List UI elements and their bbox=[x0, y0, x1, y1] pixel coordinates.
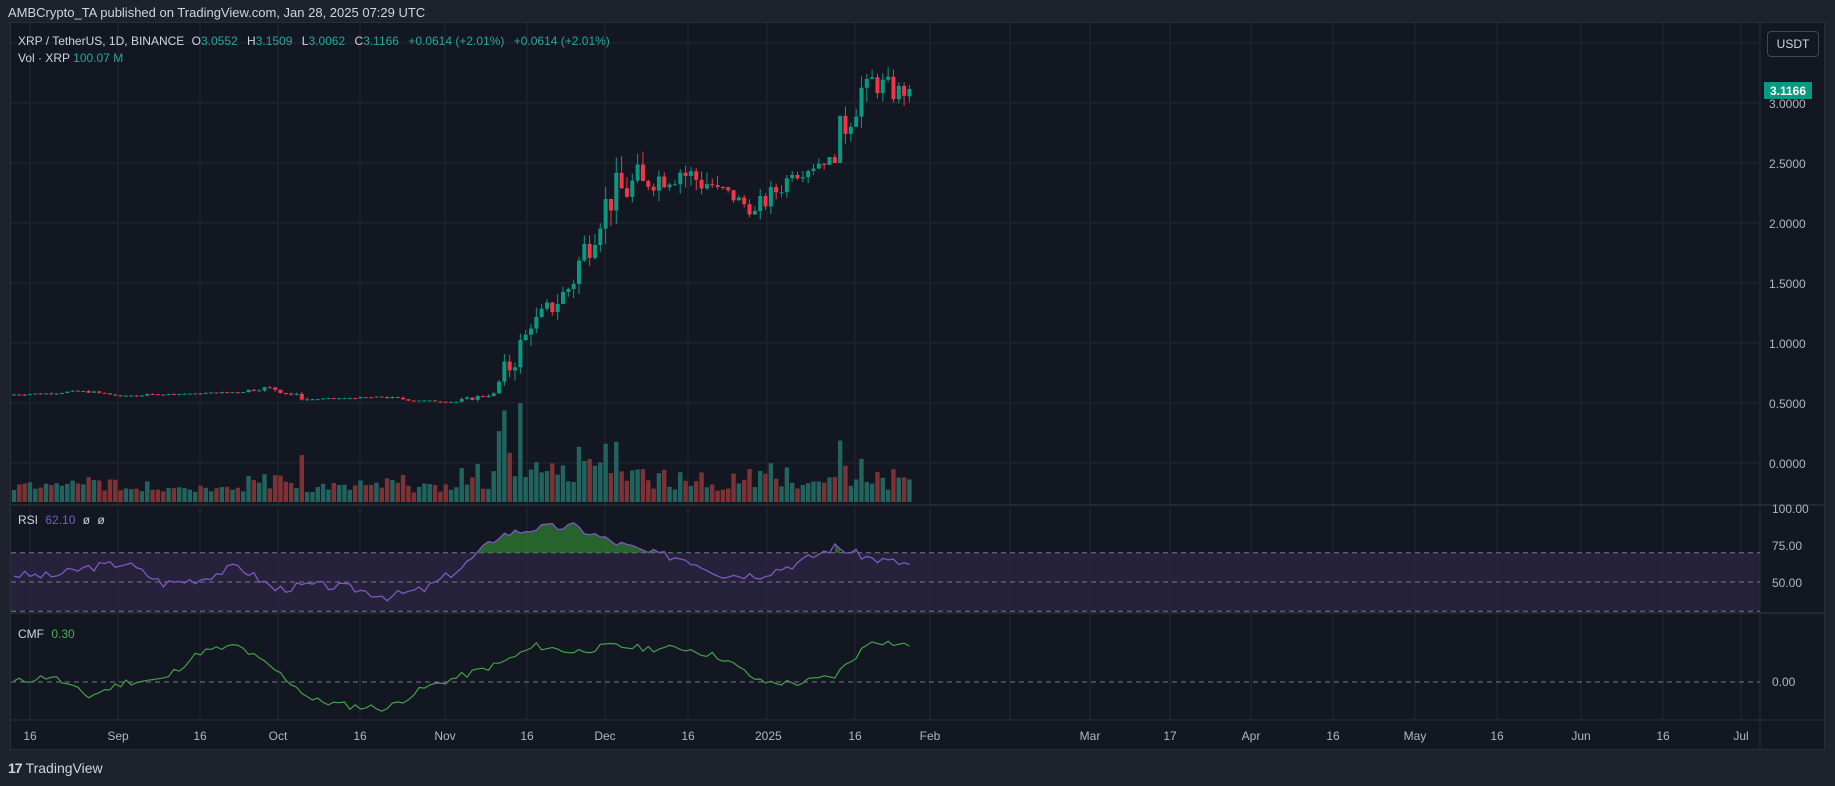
time-tick: Sep bbox=[107, 729, 129, 743]
chart-legend: XRP / TetherUS, 1D, BINANCE O3.0552 H3.1… bbox=[18, 33, 616, 67]
ohlc-row: XRP / TetherUS, 1D, BINANCE O3.0552 H3.1… bbox=[18, 33, 616, 50]
change-value-2: +0.0614 (+2.01%) bbox=[513, 34, 610, 48]
cmf-value: 0.30 bbox=[51, 627, 75, 641]
footer: 17 TradingView bbox=[8, 760, 103, 776]
time-tick: 16 bbox=[848, 729, 862, 743]
rsi-tick: 75.00 bbox=[1772, 539, 1803, 553]
time-tick: 16 bbox=[1656, 729, 1670, 743]
time-tick: 16 bbox=[681, 729, 695, 743]
cmf-legend: CMF 0.30 bbox=[18, 627, 75, 641]
symbol-label[interactable]: XRP / TetherUS, 1D, BINANCE bbox=[18, 34, 185, 48]
time-tick: 16 bbox=[1490, 729, 1504, 743]
price-tick: 2.0000 bbox=[1769, 217, 1806, 231]
open-label: O bbox=[191, 34, 201, 48]
currency-button[interactable]: USDT bbox=[1767, 31, 1819, 57]
volume-label[interactable]: Vol · XRP bbox=[18, 51, 70, 65]
last-price-tag: 3.1166 bbox=[1764, 82, 1812, 99]
time-tick: 17 bbox=[1163, 729, 1177, 743]
volume-bars bbox=[11, 403, 912, 502]
rsi-legend: RSI 62.10 ø ø bbox=[18, 513, 105, 527]
change-value: +0.0614 (+2.01%) bbox=[408, 34, 505, 48]
time-tick: 16 bbox=[1326, 729, 1340, 743]
time-tick: Feb bbox=[919, 729, 941, 743]
volume-value: 100.07 M bbox=[73, 51, 124, 65]
time-tick: 16 bbox=[193, 729, 207, 743]
candles bbox=[12, 67, 912, 403]
rsi-value: 62.10 bbox=[45, 513, 76, 527]
time-tick: 16 bbox=[353, 729, 367, 743]
time-tick: Oct bbox=[268, 729, 288, 743]
price-tick: 3.0000 bbox=[1769, 97, 1806, 111]
close-value: 3.1166 bbox=[363, 34, 399, 48]
grid bbox=[11, 23, 1760, 720]
time-tick: Nov bbox=[434, 729, 456, 743]
published-line: AMBCrypto_TA published on TradingView.co… bbox=[8, 5, 426, 20]
low-label: L bbox=[301, 34, 309, 48]
tradingview-brand[interactable]: TradingView bbox=[25, 760, 103, 776]
open-value: 3.0552 bbox=[200, 34, 238, 48]
rsi-tick: 50.00 bbox=[1772, 576, 1803, 590]
volume-row: Vol · XRP 100.07 M bbox=[18, 50, 616, 67]
price-tick: 0.5000 bbox=[1769, 397, 1806, 411]
time-tick: Dec bbox=[594, 729, 616, 743]
price-tick: 1.0000 bbox=[1769, 337, 1806, 351]
rsi-tick: 100.00 bbox=[1772, 502, 1809, 516]
time-tick: Apr bbox=[1241, 729, 1261, 743]
chart-frame[interactable] bbox=[10, 22, 1825, 750]
rsi-extra-1: ø bbox=[82, 513, 91, 527]
price-tick: 0.0000 bbox=[1769, 457, 1806, 471]
time-tick: Jun bbox=[1571, 729, 1591, 743]
rsi-line bbox=[13, 522, 910, 602]
price-tick: 2.5000 bbox=[1769, 157, 1806, 171]
price-tick: 1.5000 bbox=[1769, 277, 1806, 291]
time-tick: Mar bbox=[1079, 729, 1101, 743]
high-value: 3.1509 bbox=[255, 34, 293, 48]
rsi-extra-2: ø bbox=[97, 513, 105, 527]
cmf-label[interactable]: CMF bbox=[18, 627, 44, 641]
time-tick: 2025 bbox=[755, 729, 782, 743]
close-label: C bbox=[354, 34, 364, 48]
time-tick: 16 bbox=[23, 729, 37, 743]
cmf-tick: 0.00 bbox=[1772, 675, 1796, 689]
low-value: 3.0062 bbox=[308, 34, 346, 48]
time-tick: 16 bbox=[520, 729, 534, 743]
cmf-line bbox=[13, 640, 910, 712]
rsi-label[interactable]: RSI bbox=[18, 513, 39, 527]
time-tick: Jul bbox=[1733, 729, 1749, 743]
time-tick: May bbox=[1403, 729, 1427, 743]
high-label: H bbox=[247, 34, 256, 48]
tradingview-logo-icon[interactable]: 17 bbox=[8, 760, 23, 776]
